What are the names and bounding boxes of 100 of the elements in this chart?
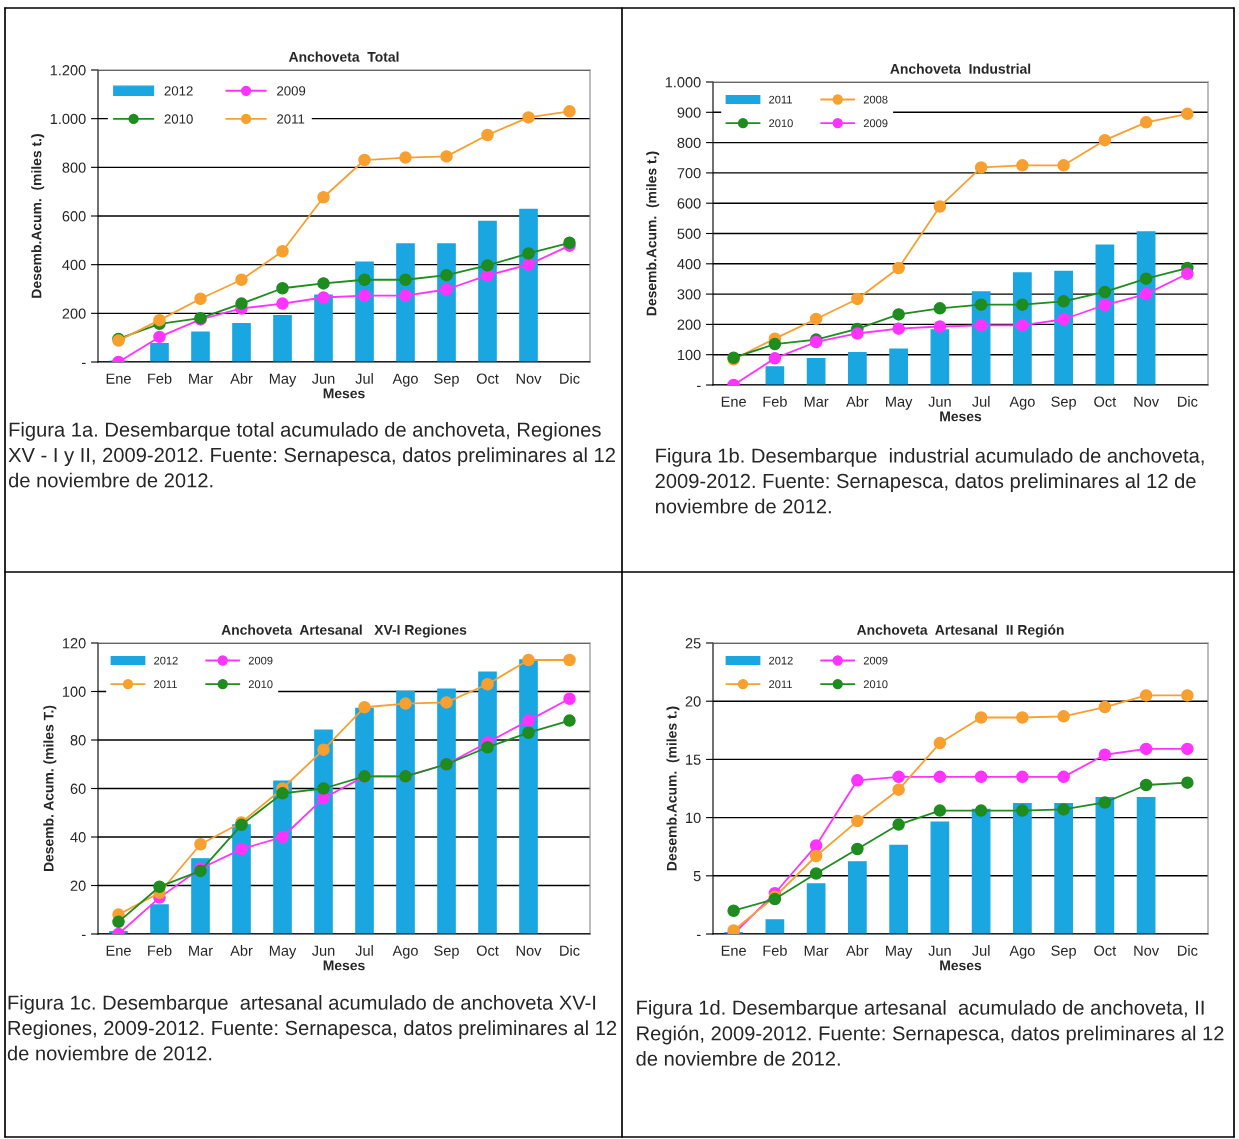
y-tick-label: 400 [677,258,701,270]
y-tick-label: - [81,362,86,364]
chart-title: Anchoveta Artesanal II Región [856,624,1064,638]
y-tick-label: 40 [70,832,86,843]
x-tick-label: Abr [846,945,869,956]
x-tick-label: Sep [1051,945,1076,959]
legend-label: 2012 [164,86,193,96]
x-tick-label: May [886,945,913,959]
x-tick-label: Mar [804,945,829,956]
x-tick-label: Feb [763,396,787,407]
chart-title: Anchoveta Industrial [890,63,1031,74]
legend-label: 2010 [248,680,273,689]
x-tick-label: Feb [148,373,172,384]
x-tick-label: Jul [355,945,373,956]
y-tick-label: 100 [62,686,86,697]
x-tick-label: May [886,396,913,410]
x-tick-label: Jun [928,396,951,407]
x-tick-label: Ene [721,396,746,407]
x-tick-label: Mar [189,373,213,384]
legend-label: 2011 [769,95,792,104]
x-tick-label: Oct [1094,945,1117,956]
x-tick-label: Jun [311,373,335,384]
x-tick-label: Dic [1178,396,1198,407]
x-tick-label: Mar [189,945,213,956]
y-tick-label: - [696,934,701,936]
x-tick-label: Ago [392,373,418,387]
text: Figura 1b. Desembarque industrial acumulado de anchoveta, 2009-2012. Fuente: Sernapesca, datos preliminares al 12 de noviembre de 2012. [655,448,1204,514]
x-tick-label: Jul [972,945,990,956]
x-tick-label: Abr [846,396,869,407]
x-tick-label: Nov [516,945,542,956]
x-tick-label: Oct [1094,396,1117,407]
y-tick-label: 120 [62,638,86,649]
y-tick-label: 600 [677,198,701,209]
x-tick-label: Ene [106,373,131,384]
y-tick-label: 25 [685,638,701,649]
legend-label: 2009 [863,656,888,665]
y-tick-label: 500 [677,228,701,239]
legend-label: 2011 [154,680,177,689]
x-tick-label: Dic [560,373,580,384]
text: Figura 1c. Desembarque artesanal acumulado de anchoveta XV-I Regiones, 2009-2012. Fuente: Sernapesca, datos preliminares al 12 de noviembre de 2012. [7,995,617,1061]
x-tick-label: Mar [804,396,829,407]
x-tick-label: Jul [355,373,373,384]
y-tick-label: - [81,934,86,936]
y-tick-label: 700 [677,168,701,179]
y-tick-label: 300 [677,289,701,300]
legend-label: 2010 [769,119,793,128]
x-axis-title: Meses [323,388,365,399]
x-tick-label: Jun [928,945,951,956]
x-tick-label: Nov [1134,396,1160,407]
x-tick-label: Ene [721,945,746,956]
x-tick-label: May [269,945,297,959]
x-tick-label: Feb [148,945,172,956]
x-tick-label: Jun [311,945,335,956]
x-tick-label: Oct [476,945,499,956]
x-tick-label: Oct [476,373,499,384]
y-tick-label: 80 [70,735,86,746]
x-tick-label: Sep [1051,396,1076,410]
legend-label: 2011 [769,680,792,689]
y-tick-label: 900 [677,107,701,118]
x-tick-label: May [269,373,297,387]
y-axis-title: Desemb.Acum. (miles t.) [646,151,660,316]
x-tick-label: Jul [972,396,990,407]
legend-label: 2010 [164,114,193,124]
legend-label: 2009 [863,119,888,128]
x-tick-label: Dic [560,945,580,956]
x-tick-label: Sep [434,945,459,959]
x-axis-title: Meses [940,960,982,971]
text: Figura 1a. Desembarque total acumulado de anchoveta, Regiones XV - I y II, 2009-2012. Fuente: Sernapesca, datos preliminares al 12 de noviembre de 2012. [8,422,615,488]
y-tick-label: 600 [62,211,86,222]
x-tick-label: Nov [516,373,542,384]
x-tick-label: Ago [1009,945,1035,959]
y-axis-title: Desemb.Acum. (miles t.) [666,706,680,871]
x-tick-label: Ene [106,945,131,956]
y-tick-label: 100 [677,349,701,361]
x-tick-label: Abr [230,373,253,384]
x-tick-label: Abr [230,945,253,956]
chart-title: Anchoveta Total [288,51,399,62]
y-tick-label: 60 [70,783,86,794]
legend-label: 2012 [154,656,178,665]
y-tick-label: 5 [693,871,701,882]
legend-label: 2011 [277,114,305,124]
legend-label: 2009 [248,656,273,665]
x-tick-label: Ago [392,945,418,959]
y-axis-title: Desemb. Acum. (miles T.) [43,705,57,872]
y-tick-label: 1.000 [50,113,86,125]
y-tick-label: 20 [685,696,701,707]
y-tick-label: 1.000 [665,77,701,88]
x-tick-label: Feb [763,945,787,956]
y-tick-label: 20 [70,880,86,891]
chart-title: Anchoveta Artesanal XV-I Regiones [221,624,467,638]
x-tick-label: Ago [1009,396,1035,410]
legend-label: 2012 [769,656,793,665]
y-tick-label: 400 [62,259,86,271]
legend-label: 2009 [277,86,306,96]
y-tick-label: 800 [62,162,86,173]
y-tick-label: 200 [677,319,701,330]
y-tick-label: 15 [686,754,701,765]
y-tick-label: 800 [677,137,701,149]
x-tick-label: Dic [1178,945,1198,956]
y-tick-label: - [696,385,701,387]
